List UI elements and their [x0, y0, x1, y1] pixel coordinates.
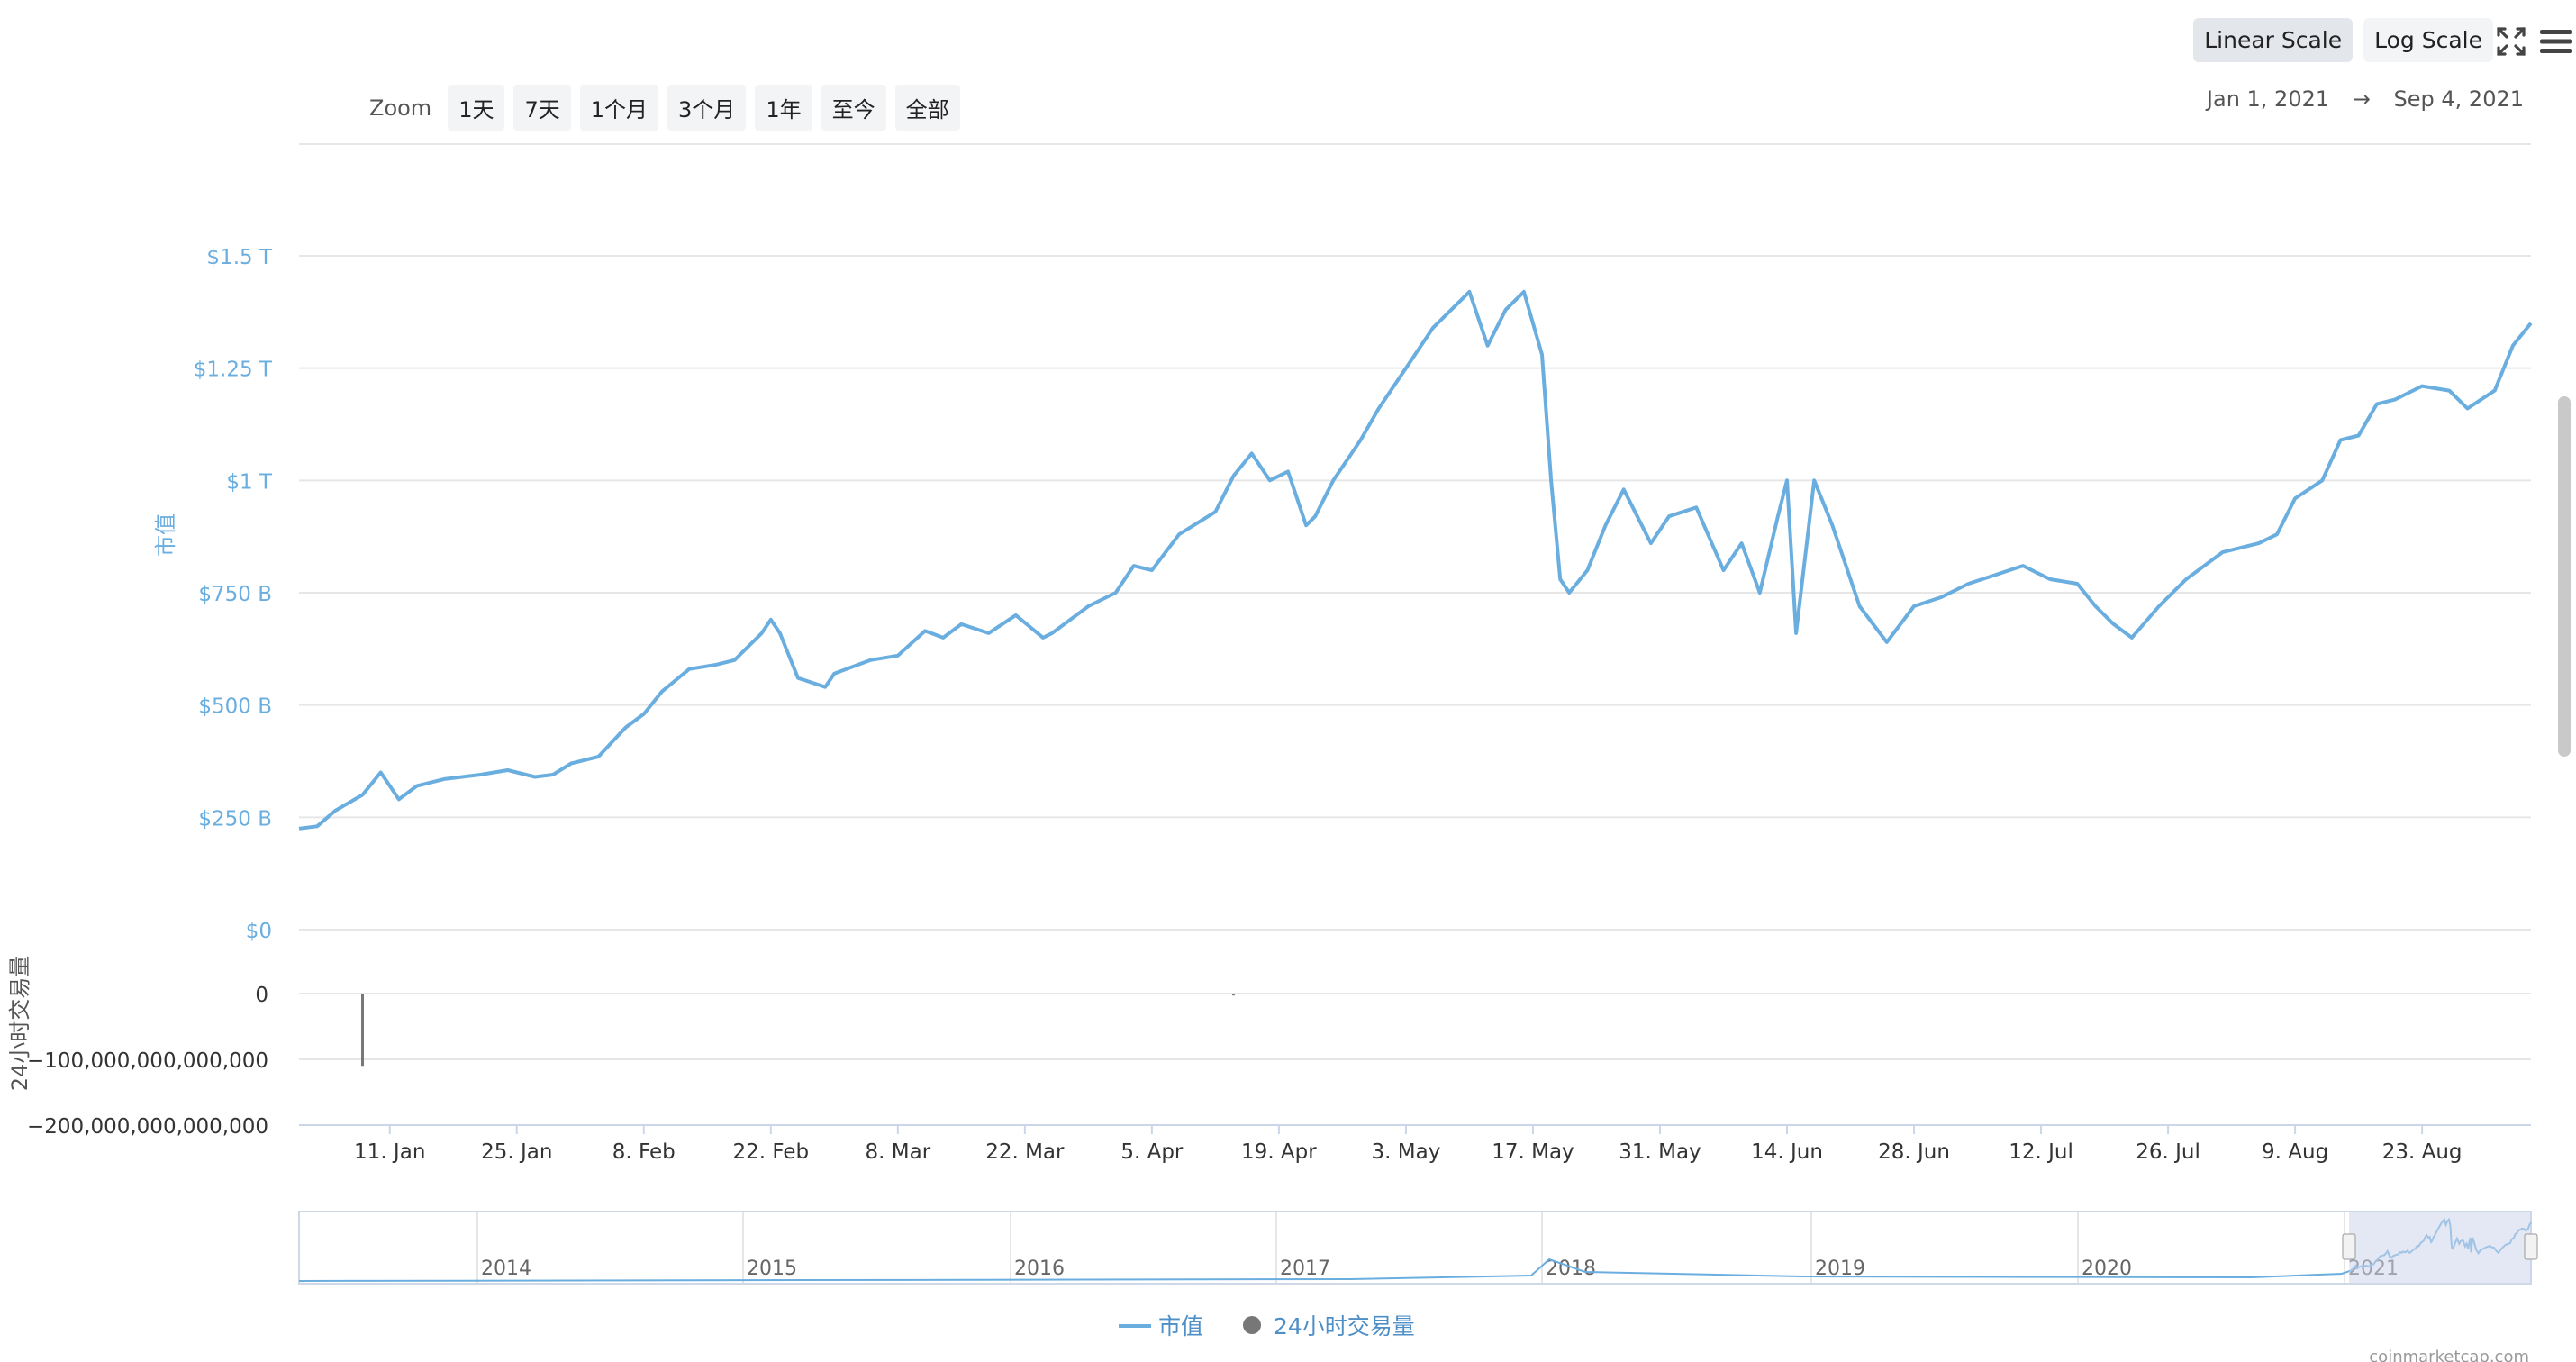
zoom-1d-button[interactable]: 1天	[448, 85, 505, 131]
x-tick-label: 25. Jan	[481, 1140, 552, 1164]
x-tick-label: 12. Jul	[2009, 1140, 2073, 1164]
legend-volume[interactable]: 24小时交易量	[1274, 1313, 1415, 1339]
y-tick-label: $750 B	[198, 583, 272, 606]
x-tick-label: 19. Apr	[1241, 1140, 1317, 1164]
zoom-7d-button[interactable]: 7天	[513, 85, 571, 131]
zoom-1m-button[interactable]: 1个月	[579, 85, 659, 131]
range-to-input[interactable]: Sep 4, 2021	[2393, 86, 2524, 112]
x-tick-label: 11. Jan	[354, 1140, 425, 1164]
y-tick-label: $0	[246, 920, 272, 943]
navigator-year-label: 2014	[481, 1258, 531, 1280]
navigator-year-label: 2015	[747, 1258, 797, 1280]
legend-market-cap[interactable]: 市值	[1158, 1313, 1203, 1339]
x-tick-label: 9. Aug	[2262, 1140, 2328, 1164]
log-scale-button[interactable]: Log Scale	[2363, 18, 2493, 62]
y-tick-label: $1 T	[226, 470, 273, 494]
x-tick-label: 3. May	[1372, 1140, 1441, 1164]
market-cap-series-line	[298, 289, 2533, 831]
zoom-all-button[interactable]: 全部	[894, 85, 960, 131]
navigator-selection[interactable]	[2349, 1212, 2531, 1283]
x-tick-label: 22. Feb	[732, 1140, 809, 1164]
range-arrow: →	[2352, 86, 2371, 112]
hamburger-menu-icon[interactable]	[2538, 23, 2574, 59]
date-range: Jan 1, 2021 → Sep 4, 2021	[2207, 86, 2524, 112]
zoom-3m-button[interactable]: 3个月	[667, 85, 747, 131]
watermark: coinmarketcap.com	[2369, 1348, 2529, 1362]
page-scrollbar[interactable]	[2558, 396, 2571, 757]
scale-toggle-group: Linear Scale Log Scale	[2193, 18, 2493, 62]
volume-y-tick-label: −100,000,000,000,000	[27, 1049, 268, 1073]
legend: 市值 24小时交易量	[1119, 1313, 1415, 1339]
navigator[interactable]: 20142015201620172018201920202021	[298, 1211, 2538, 1285]
linear-scale-button[interactable]: Linear Scale	[2193, 18, 2354, 62]
x-tick-label: 8. Feb	[612, 1140, 676, 1164]
x-tick-label: 17. May	[1492, 1140, 1574, 1164]
navigator-handle-left[interactable]	[2342, 1233, 2356, 1260]
navigator-year-label: 2017	[1280, 1258, 1330, 1280]
fullscreen-icon[interactable]	[2493, 23, 2529, 59]
navigator-handle-right[interactable]	[2524, 1233, 2538, 1260]
volume-y-tick-label: 0	[255, 984, 268, 1007]
zoom-label: Zoom	[369, 95, 432, 121]
zoom-1y-button[interactable]: 1年	[755, 85, 812, 131]
x-tick-label: 31. May	[1619, 1140, 1701, 1164]
x-tick-label: 8. Mar	[866, 1140, 931, 1164]
x-tick-label: 14. Jun	[1751, 1140, 1823, 1164]
volume-y-tick-label: −200,000,000,000,000	[27, 1115, 268, 1139]
zoom-bar: Zoom 1天 7天 1个月 3个月 1年 至今 全部	[369, 85, 960, 131]
zoom-ytd-button[interactable]: 至今	[821, 85, 886, 131]
y-tick-label: $1.25 T	[194, 359, 273, 382]
x-tick-label: 26. Jul	[2136, 1140, 2200, 1164]
y-axis-label-market-cap: 市值	[153, 513, 178, 557]
y-tick-label: $1.5 T	[206, 246, 273, 269]
range-from-input[interactable]: Jan 1, 2021	[2206, 86, 2330, 112]
y-tick-label: $500 B	[198, 695, 272, 719]
legend-volume-swatch	[1243, 1316, 1261, 1334]
navigator-year-label: 2016	[1014, 1258, 1065, 1280]
y-axis-label-volume: 24小时交易量	[7, 956, 32, 1092]
x-tick-label: 5. Apr	[1120, 1140, 1184, 1164]
y-tick-label: $250 B	[198, 807, 272, 831]
x-tick-label: 22. Mar	[985, 1140, 1065, 1164]
x-tick-label: 23. Aug	[2382, 1140, 2463, 1164]
x-tick-label: 28. Jun	[1878, 1140, 1950, 1164]
